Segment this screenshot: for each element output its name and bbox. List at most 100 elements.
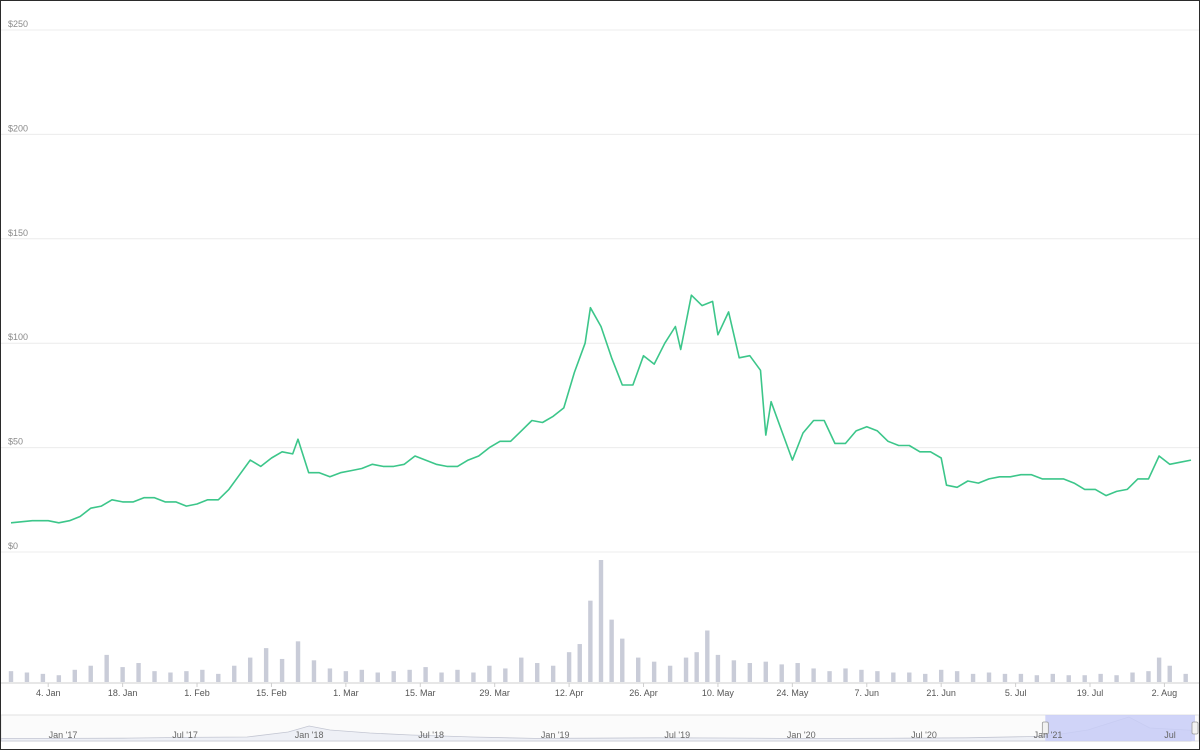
volume-bar [375, 672, 380, 682]
x-tick-label: 26. Apr [629, 688, 658, 698]
volume-bar [359, 669, 365, 682]
volume-bar [200, 669, 205, 682]
navigator-label: Jul '20 [911, 730, 937, 740]
volume-bar [503, 668, 508, 682]
x-tick-label: 1. Mar [333, 688, 359, 698]
volume-bar [24, 672, 30, 682]
volume-bar [455, 669, 460, 682]
volume-bar [609, 619, 614, 682]
volume-bar [439, 672, 444, 682]
volume-bar [136, 663, 141, 682]
volume-bar [1082, 675, 1087, 682]
navigator-label: Jul '18 [418, 730, 444, 740]
navigator-left-handle[interactable] [1041, 721, 1049, 735]
volume-bar [1130, 672, 1135, 682]
volume-bar [1114, 675, 1119, 682]
navigator-label: Jan '21 [1034, 730, 1063, 740]
volume-bar [859, 669, 864, 682]
volume-bar [667, 665, 673, 682]
price-line-layer [10, 294, 1192, 524]
volume-bar [72, 669, 77, 682]
volume-bar [550, 665, 556, 682]
volume-bar [875, 671, 880, 682]
volume-bar [1098, 673, 1103, 682]
x-tick-label: 5. Jul [1005, 688, 1027, 698]
volume-bar [487, 665, 492, 682]
volume-bar [827, 671, 832, 682]
y-tick-label: $250 [8, 19, 28, 29]
volume-bar [1018, 673, 1024, 682]
volume-bar [1002, 673, 1008, 682]
volume-bar [56, 675, 62, 682]
volume-bar [40, 673, 46, 682]
volume-bar [1146, 671, 1151, 682]
volume-bar [519, 657, 524, 682]
volume-bar [577, 644, 582, 682]
volume-bar [588, 600, 593, 682]
volume-bar [795, 663, 800, 682]
y-tick-label: $100 [8, 332, 28, 342]
volume-bar [954, 671, 960, 682]
x-tick-label: 12. Apr [555, 688, 584, 698]
volume-bar [694, 652, 699, 682]
volume-bar [232, 665, 237, 682]
volume-bar [407, 669, 412, 682]
x-tick-label: 15. Mar [405, 688, 436, 698]
volume-bar [970, 673, 976, 682]
volume-bar [620, 638, 625, 682]
volume-bar [779, 664, 784, 682]
volume-bar [1156, 657, 1162, 682]
volume-bar [8, 671, 14, 682]
volume-bar [566, 652, 572, 682]
volume-bar [152, 671, 157, 682]
x-tick-label: 21. Jun [926, 688, 956, 698]
navigator-label: Jul '17 [172, 730, 198, 740]
volume-bar [247, 657, 253, 682]
volume-bar [651, 661, 657, 682]
y-axis-labels: $0 $50 $100 $150 $200 $250 [8, 19, 28, 551]
navigator-label: Jan '19 [541, 730, 570, 740]
volume-bar [843, 668, 848, 682]
y-tick-label: $200 [8, 123, 28, 133]
x-tick-label: 29. Mar [479, 688, 510, 698]
volume-bar [1183, 673, 1188, 682]
navigator-label: Jan '20 [787, 730, 816, 740]
volume-bar [811, 668, 816, 682]
volume-bar [1050, 673, 1056, 682]
y-tick-label: $150 [8, 228, 28, 238]
volume-bar [279, 658, 285, 682]
y-tick-label: $50 [8, 437, 23, 447]
volume-bar [423, 667, 428, 682]
volume-bar [986, 672, 992, 682]
volume-bar [598, 560, 604, 682]
volume-bars [8, 560, 1188, 682]
navigator-right-handle[interactable] [1191, 721, 1199, 735]
range-navigator[interactable]: Jan '17 Jul '17 Jan '18 Jul '18 Jan '19 Jul '… [1, 714, 1199, 742]
volume-bar [104, 654, 109, 682]
x-tick-label: 7. Jun [855, 688, 880, 698]
volume-bar [184, 671, 189, 682]
volume-bar [891, 672, 896, 682]
x-tick-label: 15. Feb [256, 688, 287, 698]
volume-bar [311, 660, 317, 682]
volume-bar [535, 663, 540, 682]
x-tick-label: 4. Jan [36, 688, 61, 698]
volume-bar [907, 672, 912, 682]
volume-bar [705, 630, 710, 682]
navigator-background [1, 714, 1199, 742]
volume-bar [295, 641, 301, 682]
navigator-label: Jan '17 [49, 730, 78, 740]
volume-bar [88, 665, 93, 682]
x-tick-label: 2. Aug [1152, 688, 1178, 698]
volume-bar [216, 673, 221, 682]
volume-bar [327, 668, 333, 682]
volume-bar [168, 672, 173, 682]
navigator-label: Jul '19 [664, 730, 690, 740]
price-line [10, 294, 1192, 524]
volume-bar [938, 669, 944, 682]
navigator-label: Jul [1164, 730, 1176, 740]
x-tick-label: 24. May [776, 688, 809, 698]
x-axis: 4. Jan 18. Jan 1. Feb 15. Feb 1. Mar 15. Mar 2… [1, 682, 1199, 698]
